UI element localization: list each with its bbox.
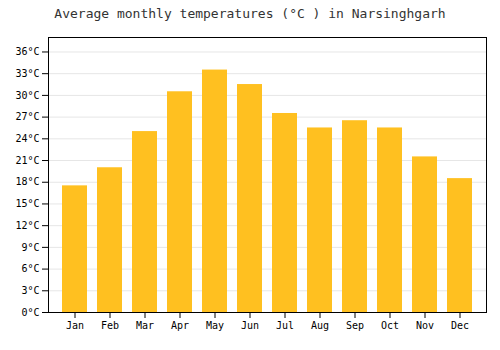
- svg-text:Jul: Jul: [276, 320, 294, 331]
- svg-text:33°C: 33°C: [15, 68, 39, 79]
- svg-text:21°C: 21°C: [15, 155, 39, 166]
- svg-text:18°C: 18°C: [15, 176, 39, 187]
- svg-text:3°C: 3°C: [21, 285, 39, 296]
- svg-text:Jan: Jan: [66, 320, 84, 331]
- svg-text:Oct: Oct: [381, 320, 399, 331]
- svg-text:9°C: 9°C: [21, 242, 39, 253]
- svg-text:24°C: 24°C: [15, 133, 39, 144]
- svg-text:May: May: [206, 320, 224, 331]
- svg-text:0°C: 0°C: [21, 307, 39, 318]
- svg-text:Sep: Sep: [346, 320, 364, 331]
- svg-text:Feb: Feb: [101, 320, 119, 331]
- svg-text:36°C: 36°C: [15, 46, 39, 57]
- svg-text:15°C: 15°C: [15, 198, 39, 209]
- svg-text:Dec: Dec: [451, 320, 469, 331]
- html-text:Average monthly temperatures (: Average monthly temperatures (°C ) in Na…: [54, 6, 446, 21]
- svg-text:Nov: Nov: [416, 320, 434, 331]
- svg-text:Apr: Apr: [171, 320, 189, 331]
- svg-text:12°C: 12°C: [15, 220, 39, 231]
- svg-text:Mar: Mar: [136, 320, 154, 331]
- svg-text:Jun: Jun: [241, 320, 259, 331]
- svg-text:6°C: 6°C: [21, 263, 39, 274]
- svg-text:Aug: Aug: [311, 320, 329, 331]
- svg-text:30°C: 30°C: [15, 90, 39, 101]
- svg-text:27°C: 27°C: [15, 111, 39, 122]
